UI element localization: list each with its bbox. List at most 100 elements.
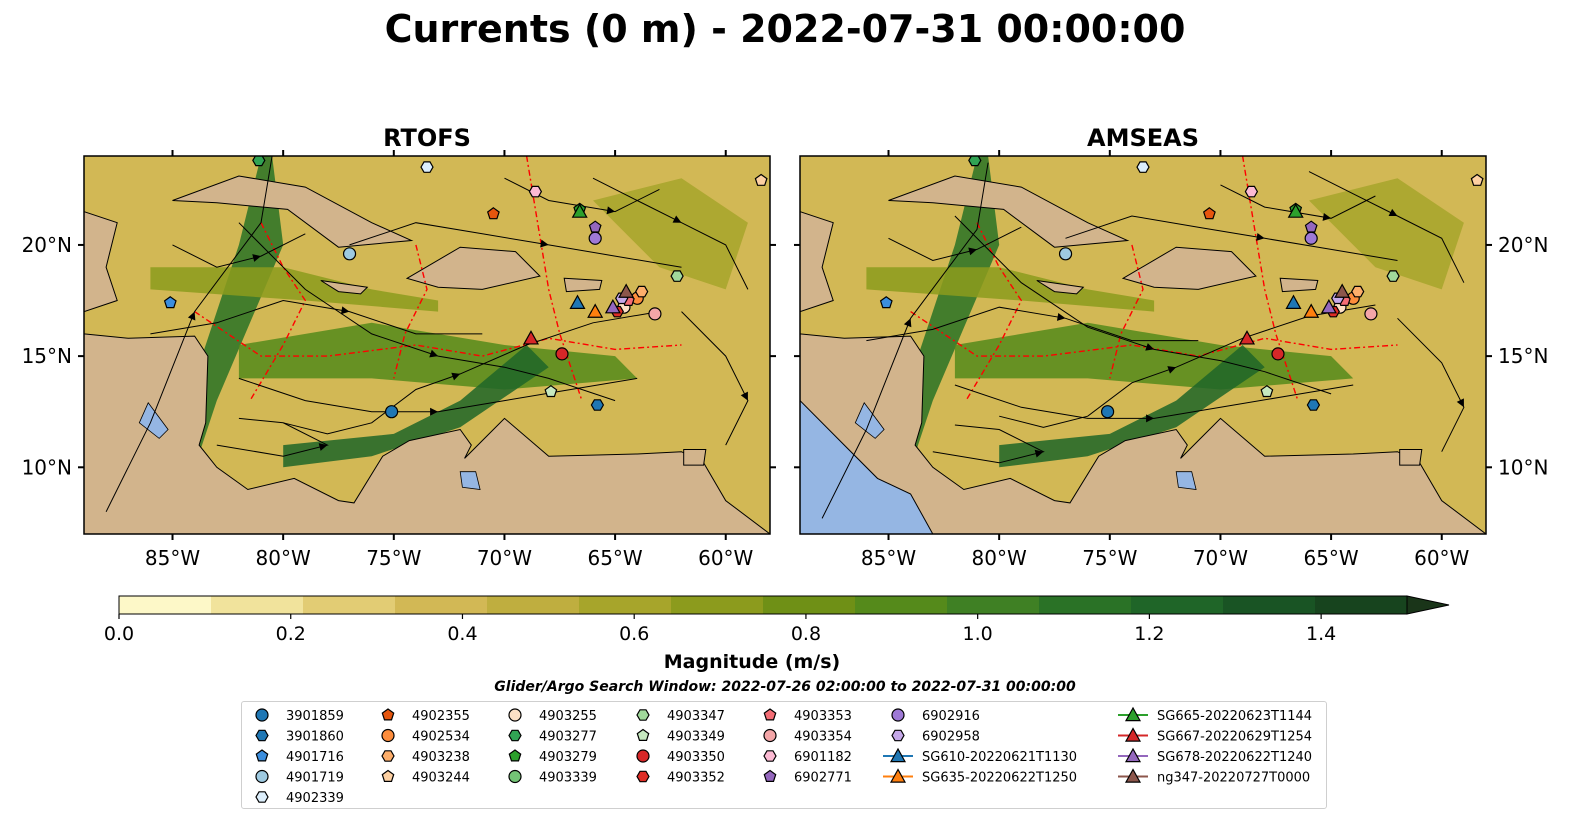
legend-label: 4903347 [667,709,725,724]
legend-label: 4901716 [286,750,344,765]
colorbar-tick-label: 0.6 [619,623,649,645]
map-panel-amseas: AMSEAS 85°W 80°W 75°W 70°W 65°W 60°W 10°N 15°N 20… [794,124,1548,570]
eez-boundary [194,311,682,357]
panel-map [800,156,1486,534]
stream-arrow [1256,233,1265,241]
legend-label: 4903277 [539,730,597,745]
colorbar-swatch [211,596,304,614]
eez-boundary [393,244,428,379]
legend-track-marker [889,747,907,763]
stream-arrow [318,443,328,451]
colorbar-swatch [1223,596,1316,614]
stream-arrow [1145,343,1155,351]
marker-legend: 3901859 3901860 4901716 4901719 4902339 49023… [241,701,1327,809]
legend-label: 4903238 [412,750,470,765]
colorbar-tick-label: 1.0 [963,623,993,645]
colorbar-swatch [395,596,488,614]
legend-label: 4903354 [794,730,852,745]
glider-marker [1285,294,1302,309]
current-band [150,267,439,312]
legend-label: 6902916 [922,709,980,724]
eez-boundary [1241,156,1299,401]
current-band [866,267,1155,312]
float-marker [635,285,649,298]
float-marker [342,247,357,261]
legend-label: SG610-20220621T1130 [922,750,1077,765]
glider-marker [1303,303,1320,318]
y-tick-label: 10°N [22,455,72,479]
pacific-water [800,399,934,534]
current-band [593,178,748,290]
current-band [283,345,549,468]
colorbar-tick-label: 0.8 [791,623,821,645]
legend-marker [636,749,650,763]
float-marker [420,161,434,173]
legend-label: 4902339 [286,791,344,806]
float-marker [252,156,266,167]
legend-marker [381,750,395,762]
float-marker [1260,384,1274,398]
float-marker [1364,307,1378,321]
colorbar-tick-label: 0.4 [447,623,477,645]
x-tick-label: 70°W [477,546,532,570]
legend-label: 4903244 [412,771,470,786]
float-marker [1100,405,1115,419]
streamline [150,299,483,335]
colorbar-tick-label: 1.2 [1134,623,1164,645]
glider-marker [569,294,586,309]
glider-marker [587,303,604,318]
legend-label: 4901719 [286,771,344,786]
colorbar-swatch [947,596,1040,614]
legend-marker [508,749,522,762]
glider-marker [571,203,588,218]
glider-marker [522,330,540,345]
x-tick-label: 80°W [972,546,1027,570]
stream-arrow [252,254,261,262]
float-marker [590,399,605,411]
colorbar-swatch [487,596,580,614]
float-marker [1470,173,1484,186]
land [1036,280,1085,295]
legend-label: 3901860 [286,730,344,745]
search-window-label: Glider/Argo Search Window: 2022-07-26 02… [494,679,1076,695]
legend-marker [763,769,777,783]
current-band [1309,178,1464,290]
panel-map [84,156,770,534]
stream-arrow [1388,208,1398,216]
land [563,277,603,293]
stream-arrow [1146,414,1155,423]
stream-arrow [672,215,682,223]
land [1279,277,1319,293]
legend-track-marker [889,768,907,783]
stream-arrow [968,247,977,256]
streamline [888,226,1022,262]
legend-label: 4903352 [667,771,725,786]
y-tick-label: 10°N [1498,455,1548,479]
stream-arrow [451,372,461,381]
glider-marker [1238,330,1256,345]
legend-marker [381,769,395,783]
streamline [283,311,660,435]
panel-title: AMSEAS [1087,124,1199,152]
legend-marker [636,709,650,721]
lake [138,402,169,439]
legend-label: SG635-20220622T1250 [922,771,1077,786]
x-tick-label: 75°W [366,546,421,570]
x-tick-label: 70°W [1193,546,1248,570]
legend-label: 4903353 [794,709,852,724]
legend-label: 6902958 [922,730,980,745]
stream-arrow [740,391,748,401]
stream-arrow [1167,366,1177,374]
colorbar-swatch [119,596,212,614]
float-marker [486,207,500,220]
streamline [1065,215,1398,261]
colorbar-swatch [671,596,764,614]
legend-marker [763,728,777,743]
legend-label: 4903350 [667,750,725,765]
float-marker [968,156,982,167]
legend-marker [891,708,905,722]
float-marker [1351,285,1365,298]
legend-marker [763,750,777,762]
eez-boundary [1109,244,1144,379]
legend-track-marker [1124,747,1142,763]
